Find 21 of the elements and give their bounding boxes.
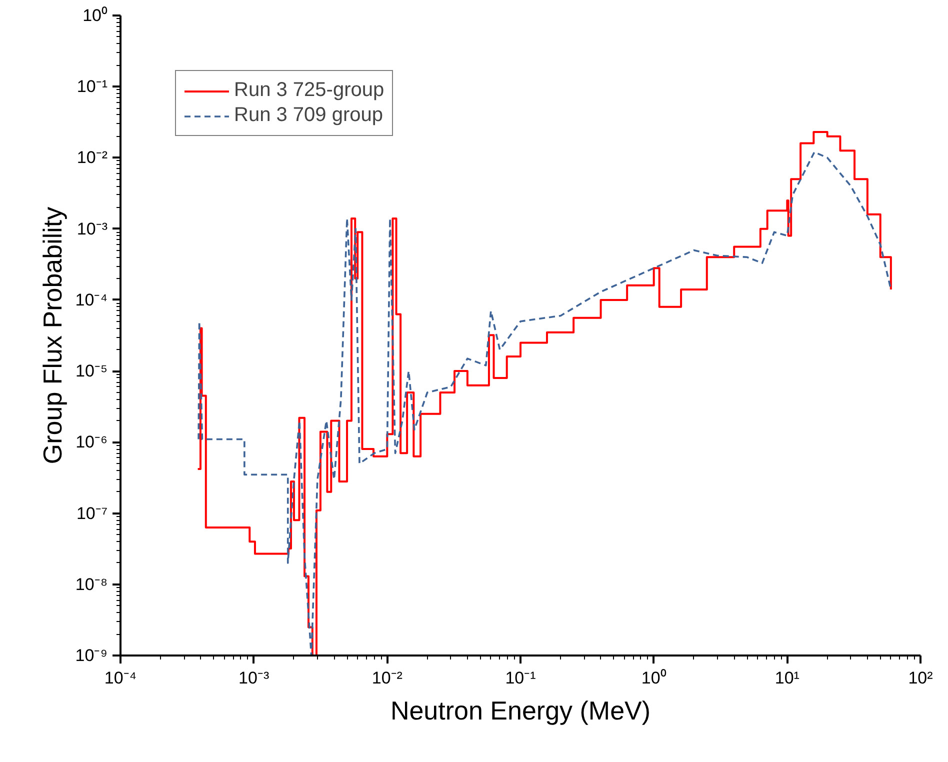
x-tick-label: 10² — [908, 668, 934, 688]
x-tick-label: 10⁰ — [641, 668, 666, 688]
x-tick-label: 10⁻⁴ — [104, 668, 137, 688]
y-tick-label: 10⁻⁸ — [75, 574, 108, 594]
legend-label: Run 3 709 group — [234, 104, 384, 127]
x-tick-label: 10⁻¹ — [505, 668, 536, 688]
y-tick-label: 10⁻⁴ — [75, 290, 108, 310]
legend-label: Run 3 725-group — [234, 79, 384, 102]
y-tick-label: 10⁻¹ — [76, 77, 108, 96]
y-tick-label: 10⁻⁵ — [76, 362, 108, 381]
x-axis-title: Neutron Energy (MeV) — [390, 696, 651, 726]
y-axis-title: Group Flux Probability — [37, 206, 68, 464]
y-tick-label: 10⁰ — [82, 6, 108, 25]
y-tick-label: 10⁻⁶ — [76, 432, 108, 452]
y-tick-label: 10⁻³ — [76, 219, 108, 238]
x-tick-label: 10¹ — [774, 668, 800, 688]
x-tick-label: 10⁻² — [372, 668, 403, 688]
y-tick-label: 10⁻⁷ — [76, 504, 108, 523]
x-tick-label: 10⁻³ — [238, 668, 270, 688]
y-tick-label: 10⁻² — [76, 148, 108, 168]
y-tick-label: 10⁻⁹ — [75, 646, 108, 665]
